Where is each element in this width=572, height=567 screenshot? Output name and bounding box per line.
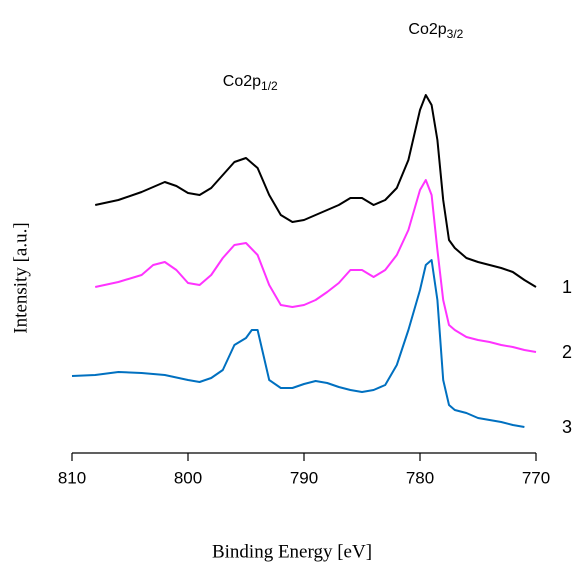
line-series [71,259,525,428]
x-tick-label: 790 [290,468,318,487]
x-tick-label: 770 [522,468,550,487]
annotation-subscript: 3/2 [447,27,464,41]
annotation-text: Co2p [408,21,446,38]
y-axis-label: Intensity [a.u.] [10,222,31,333]
line-series [94,179,537,353]
annotation: Co2p1/2 [223,73,278,93]
line-series [94,94,537,288]
x-tick-label: 800 [174,468,202,487]
series-label: 2 [562,342,572,362]
annotation: Co2p3/2 [408,21,463,41]
x-tick-label: 780 [406,468,434,487]
x-tick-label: 810 [58,468,86,487]
series-label: 3 [562,417,572,437]
x-axis-label: Binding Energy [eV] [212,541,372,562]
series-label: 1 [562,277,572,297]
annotation-text: Co2p [223,73,261,90]
annotation-subscript: 1/2 [261,79,278,93]
